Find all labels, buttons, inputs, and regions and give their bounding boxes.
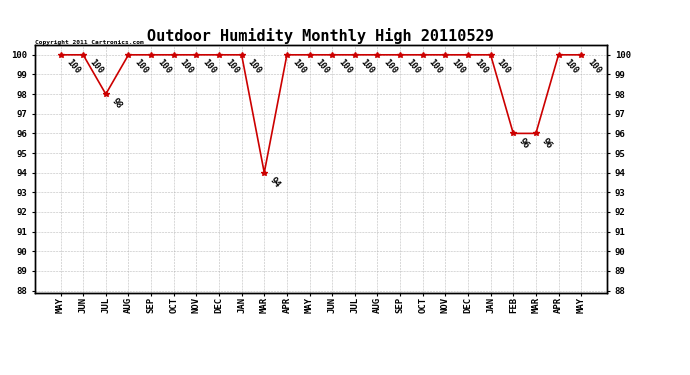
Text: 100: 100 xyxy=(336,58,353,76)
Text: 100: 100 xyxy=(223,58,240,76)
Text: 100: 100 xyxy=(314,58,331,76)
Text: 96: 96 xyxy=(540,136,554,150)
Text: 94: 94 xyxy=(268,176,282,189)
Text: 100: 100 xyxy=(88,58,105,76)
Text: 100: 100 xyxy=(382,58,399,76)
Text: 100: 100 xyxy=(155,58,172,76)
Text: Copyright 2011 Cartronics.com: Copyright 2011 Cartronics.com xyxy=(35,39,144,45)
Text: 100: 100 xyxy=(65,58,82,76)
Text: 100: 100 xyxy=(427,58,444,76)
Title: Outdoor Humidity Monthly High 20110529: Outdoor Humidity Monthly High 20110529 xyxy=(148,28,494,44)
Text: 100: 100 xyxy=(246,58,263,76)
Text: 100: 100 xyxy=(585,58,602,76)
Text: 100: 100 xyxy=(404,58,422,76)
Text: 100: 100 xyxy=(472,58,489,76)
Text: 100: 100 xyxy=(359,58,376,76)
Text: 100: 100 xyxy=(178,58,195,76)
Text: 100: 100 xyxy=(449,58,466,76)
Text: 100: 100 xyxy=(563,58,580,76)
Text: 100: 100 xyxy=(201,58,218,76)
Text: 100: 100 xyxy=(495,58,512,76)
Text: 96: 96 xyxy=(518,136,531,150)
Text: 98: 98 xyxy=(110,97,124,111)
Text: 100: 100 xyxy=(291,58,308,76)
Text: 100: 100 xyxy=(132,58,150,76)
